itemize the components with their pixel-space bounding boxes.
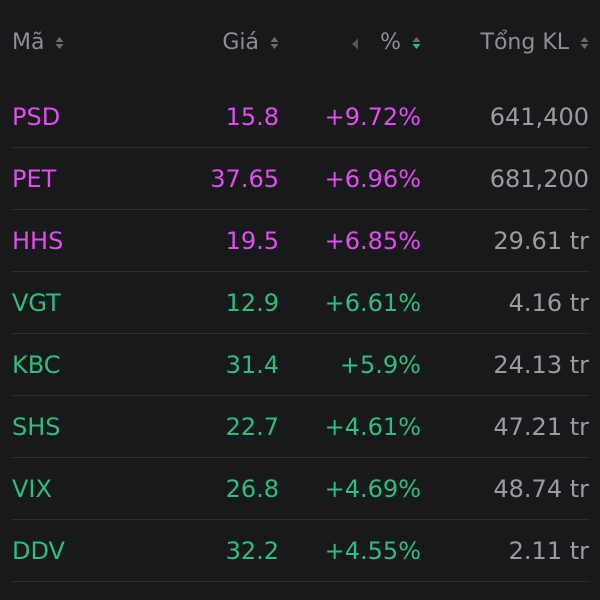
table-row[interactable]: HHS 19.5 +6.85% 29.61 tr [0,210,600,272]
price-cell: 26.8 [225,475,279,503]
row-divider [12,271,590,272]
volume-cell: 24.13 tr [493,351,589,379]
price-cell: 22.7 [225,413,279,441]
table-header: Mã Giá % Tổng KL [0,0,600,86]
price-cell: 31.4 [225,351,279,379]
row-divider [12,581,590,582]
percent-cell: +9.72% [324,103,421,131]
percent-cell: +4.61% [324,413,421,441]
price-cell: 37.65 [210,165,279,193]
volume-cell: 2.11 tr [508,537,589,565]
symbol-cell: KBC [12,351,61,379]
sort-symbol-header[interactable]: Mã [12,28,64,58]
percent-cell: +4.69% [324,475,421,503]
volume-cell: 47.21 tr [493,413,589,441]
symbol-cell: VIX [12,475,52,503]
price-header-label: Giá [222,30,259,55]
volume-cell: 48.74 tr [493,475,589,503]
percent-cell: +6.96% [324,165,421,193]
row-divider [12,147,590,148]
table-row[interactable]: PET 37.65 +6.96% 681,200 [0,148,600,210]
percent-cell: +6.85% [324,227,421,255]
sort-icon [55,37,64,49]
volume-cell: 29.61 tr [493,227,589,255]
percent-cell: +6.61% [324,289,421,317]
price-cell: 32.2 [225,537,279,565]
table-row[interactable]: PSD 15.8 +9.72% 641,400 [0,86,600,148]
stock-rows: PSD 15.8 +9.72% 641,400 PET 37.65 +6.96%… [0,86,600,582]
volume-cell: 641,400 [489,103,589,131]
percent-cell: +4.55% [324,537,421,565]
table-row[interactable]: KBC 31.4 +5.9% 24.13 tr [0,334,600,396]
symbol-cell: PSD [12,103,61,131]
sort-icon [580,37,589,49]
row-divider [12,333,590,334]
volume-header-label: Tổng KL [480,30,569,55]
price-cell: 12.9 [225,289,279,317]
table-row[interactable]: DDV 32.2 +4.55% 2.11 tr [0,520,600,582]
symbol-cell: PET [12,165,57,193]
percent-cell: +5.9% [339,351,421,379]
symbol-cell: VGT [12,289,61,317]
sort-desc-icon [412,37,421,49]
price-cell: 19.5 [225,227,279,255]
volume-cell: 4.16 tr [508,289,589,317]
symbol-cell: HHS [12,227,64,255]
sort-icon [270,37,279,49]
table-row[interactable]: SHS 22.7 +4.61% 47.21 tr [0,396,600,458]
sort-volume-header[interactable]: Tổng KL [481,28,589,58]
table-row[interactable]: VGT 12.9 +6.61% 4.16 tr [0,272,600,334]
sort-price-header[interactable]: Giá [222,28,279,58]
price-cell: 15.8 [225,103,279,131]
symbol-cell: SHS [12,413,61,441]
chevron-left-icon[interactable] [351,38,359,50]
sort-percent-header[interactable]: % [351,28,421,58]
row-divider [12,209,590,210]
row-divider [12,395,590,396]
row-divider [12,457,590,458]
table-row[interactable]: VIX 26.8 +4.69% 48.74 tr [0,458,600,520]
symbol-cell: DDV [12,537,65,565]
volume-cell: 681,200 [489,165,589,193]
symbol-header-label: Mã [12,30,45,55]
percent-header-label: % [380,30,401,55]
row-divider [12,519,590,520]
